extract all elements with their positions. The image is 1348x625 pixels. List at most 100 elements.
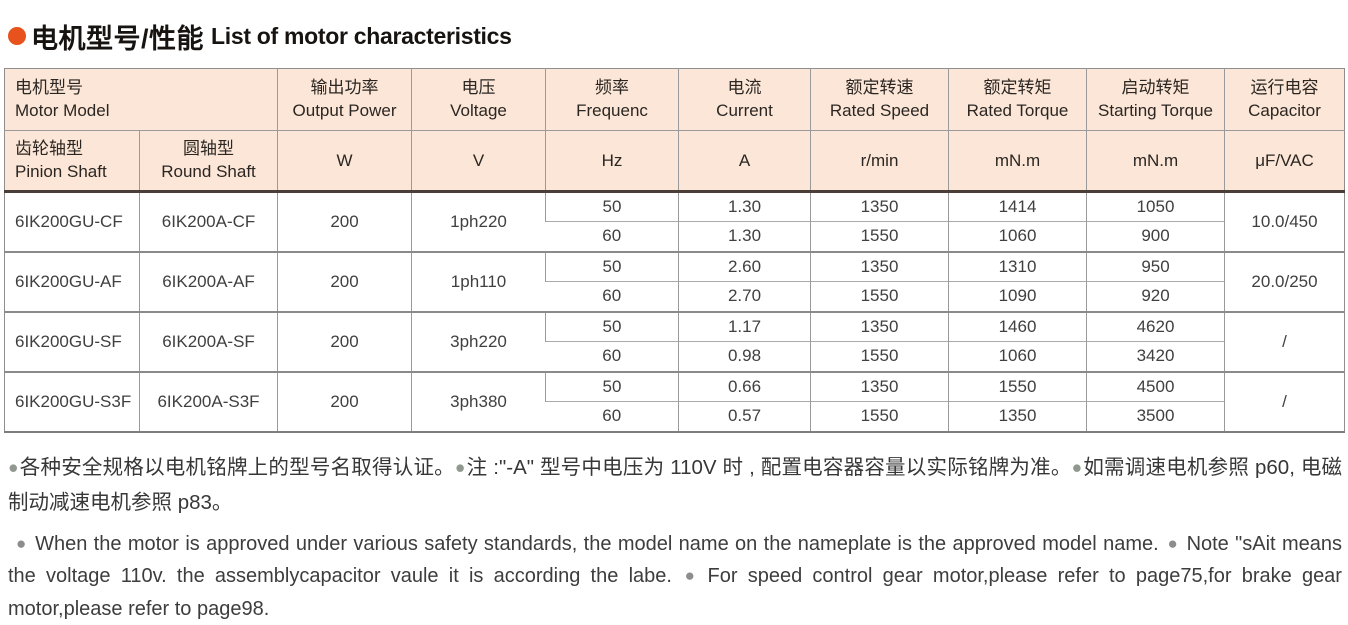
header-frequency: 频率 Frequenc — [545, 68, 679, 131]
cell-rated-speed: 1550 — [810, 401, 949, 432]
header-row-units: 齿轮轴型 Pinion Shaft 圆轴型 Round Shaft W V Hz… — [4, 130, 1345, 193]
table-row: 6IK200GU-SF 6IK200A-SF 200 3ph220 50 1.1… — [4, 310, 1345, 372]
header-pinion-shaft: 齿轮轴型 Pinion Shaft — [4, 130, 140, 193]
page-title-en: List of motor characteristics — [211, 22, 512, 49]
note-zh-1: 各种安全规格以电机铭牌上的型号名取得认证。 — [19, 455, 455, 479]
cell-frequency: 60 — [545, 401, 679, 432]
header-capacitor-zh: 运行电容 — [1250, 77, 1319, 97]
unit-output-power: W — [277, 130, 412, 193]
cell-output-power: 200 — [277, 191, 412, 252]
table-row: 6IK200GU-CF 6IK200A-CF 200 1ph220 50 1.3… — [4, 191, 1345, 252]
cell-current: 0.66 — [678, 370, 811, 402]
cell-output-power: 200 — [277, 250, 412, 312]
header-pinion-shaft-en: Pinion Shaft — [15, 161, 107, 181]
cell-model-pinion: 6IK200GU-AF — [4, 250, 140, 312]
header-rated-speed-zh: 额定转速 — [845, 77, 914, 97]
cell-frequency: 60 — [545, 281, 679, 312]
cell-rated-speed: 1350 — [810, 310, 949, 342]
cell-frequency: 50 — [545, 250, 679, 282]
cell-model-round: 6IK200A-S3F — [138, 370, 278, 432]
cell-starting-torque: 920 — [1086, 281, 1225, 312]
unit-rated-speed: r/min — [810, 130, 949, 193]
cell-model-round: 6IK200A-CF — [138, 191, 278, 252]
cell-model-round: 6IK200A-AF — [138, 250, 278, 312]
cell-rated-speed: 1350 — [810, 250, 949, 282]
header-rated-torque-en: Rated Torque — [966, 100, 1069, 120]
orange-bullet-icon — [8, 27, 26, 45]
cell-starting-torque: 900 — [1086, 221, 1225, 252]
notes-zh: ●各种安全规格以电机铭牌上的型号名取得认证。●注 :"-A" 型号中电压为 11… — [8, 450, 1342, 521]
header-starting-torque: 启动转矩 Starting Torque — [1086, 68, 1225, 131]
cell-rated-speed: 1550 — [810, 281, 949, 312]
header-current-en: Current — [716, 100, 773, 120]
cell-output-power: 200 — [277, 310, 412, 372]
cell-output-power: 200 — [277, 370, 412, 432]
header-voltage: 电压 Voltage — [411, 68, 546, 131]
cell-current: 1.30 — [678, 191, 811, 222]
header-round-shaft: 圆轴型 Round Shaft — [138, 130, 278, 193]
header-output-power: 输出功率 Output Power — [277, 68, 412, 131]
cell-model-pinion: 6IK200GU-SF — [4, 310, 140, 372]
cell-frequency: 60 — [545, 221, 679, 252]
page-title: 电机型号/性能 List of motor characteristics — [8, 18, 1344, 54]
note-bullet-icon: ● — [1166, 534, 1179, 553]
header-voltage-en: Voltage — [450, 100, 507, 120]
cell-frequency: 50 — [545, 310, 679, 342]
note-bullet-icon: ● — [1071, 456, 1083, 477]
note-bullet-icon: ● — [454, 456, 466, 477]
note-bullet-icon: ● — [8, 456, 19, 477]
header-frequency-en: Frequenc — [576, 100, 648, 120]
header-motor-model: 电机型号 Motor Model — [4, 68, 278, 131]
notes-en: ● When the motor is approved under variou… — [8, 528, 1342, 625]
cell-starting-torque: 3500 — [1086, 401, 1225, 432]
unit-current: A — [678, 130, 811, 193]
note-bullet-icon: ● — [679, 566, 700, 586]
cell-rated-torque: 1060 — [948, 341, 1087, 372]
cell-rated-speed: 1550 — [810, 341, 949, 372]
table-row: 60 0.57 1550 1350 3500 — [5, 401, 1345, 432]
cell-starting-torque: 3420 — [1086, 341, 1225, 372]
cell-rated-torque: 1090 — [948, 281, 1087, 312]
cell-frequency: 60 — [545, 341, 679, 372]
cell-current: 0.98 — [678, 341, 811, 372]
cell-frequency: 50 — [545, 370, 679, 402]
cell-rated-torque: 1460 — [948, 310, 1087, 342]
cell-starting-torque: 950 — [1086, 250, 1225, 282]
header-motor-model-en: Motor Model — [15, 100, 110, 120]
header-round-shaft-en: Round Shaft — [161, 161, 256, 181]
header-output-power-zh: 输出功率 — [310, 77, 379, 97]
cell-capacitor: 10.0/450 — [1224, 191, 1345, 252]
cell-capacitor: / — [1224, 370, 1345, 432]
cell-voltage: 1ph110 — [411, 250, 546, 312]
header-pinion-shaft-zh: 齿轮轴型 — [15, 138, 83, 158]
note-zh-3: 如需调速电机参照 p60, 电磁制动减速电机参照 p83。 — [8, 455, 1343, 514]
cell-voltage: 3ph220 — [411, 310, 546, 372]
cell-rated-torque: 1350 — [948, 401, 1087, 432]
unit-capacitor: μF/VAC — [1224, 130, 1345, 193]
motor-characteristics-table: 电机型号 Motor Model 输出功率 Output Power 电压 Vo… — [4, 68, 1346, 433]
cell-rated-torque: 1310 — [948, 250, 1087, 282]
note-bullet-icon: ● — [16, 534, 28, 553]
header-capacitor-en: Capacitor — [1248, 100, 1321, 120]
table-row: 60 2.70 1550 1090 920 — [5, 281, 1345, 312]
cell-rated-speed: 1350 — [810, 191, 949, 222]
cell-model-pinion: 6IK200GU-S3F — [4, 370, 140, 432]
cell-starting-torque: 1050 — [1086, 191, 1225, 222]
cell-model-pinion: 6IK200GU-CF — [4, 191, 140, 252]
table-row: 6IK200GU-S3F 6IK200A-S3F 200 3ph380 50 0… — [4, 370, 1345, 432]
header-motor-model-zh: 电机型号 — [15, 77, 83, 97]
cell-rated-torque: 1550 — [948, 370, 1087, 402]
cell-starting-torque: 4620 — [1086, 310, 1225, 342]
header-starting-torque-zh: 启动转矩 — [1121, 77, 1190, 97]
note-en-1: When the motor is approved under various… — [35, 533, 1159, 555]
cell-current: 0.57 — [678, 401, 811, 432]
cell-rated-torque: 1060 — [948, 221, 1087, 252]
header-frequency-zh: 频率 — [595, 77, 630, 97]
unit-rated-torque: mN.m — [948, 130, 1087, 193]
cell-starting-torque: 4500 — [1086, 370, 1225, 402]
cell-model-round: 6IK200A-SF — [138, 310, 278, 372]
header-current-zh: 电流 — [727, 77, 762, 97]
cell-current: 2.60 — [678, 250, 811, 282]
cell-voltage: 1ph220 — [411, 191, 546, 252]
